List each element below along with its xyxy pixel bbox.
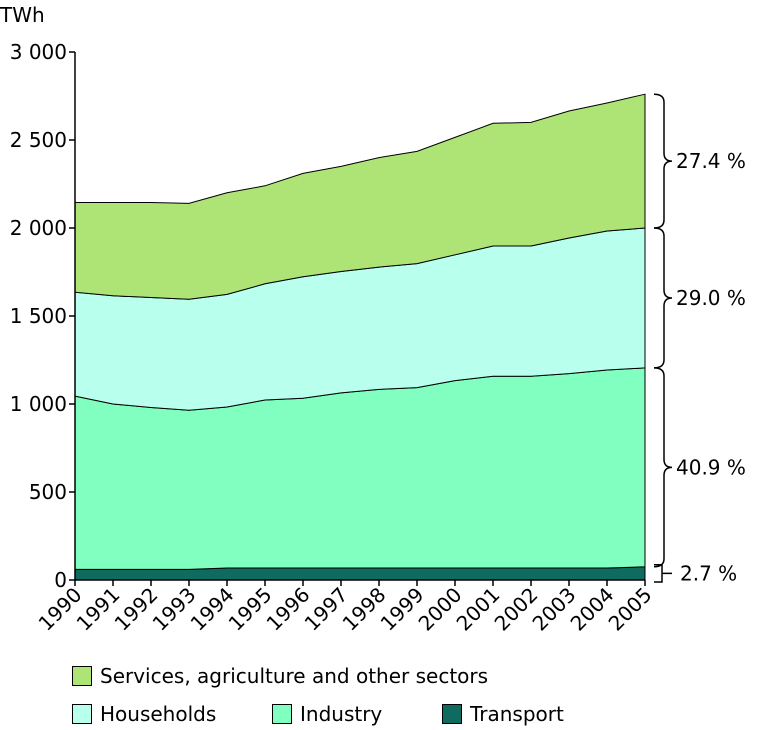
y-tick-label: 2 000 [10,216,67,240]
x-tick-label: 2003 [528,583,581,636]
share-brace [653,227,673,369]
x-tick-label: 2000 [414,583,467,636]
share-label: 29.0 % [676,286,746,310]
legend-label-industry: Industry [300,702,383,726]
share-brace [654,564,672,583]
y-tick-label: 0 [54,568,67,592]
area-series-3 [74,93,646,300]
legend-label-services: Services, agriculture and other sectors [100,664,489,688]
stacked-areas [74,93,646,581]
legend-swatch-industry [272,704,292,724]
legend-item-industry: Industry [272,702,382,726]
y-tick-label: 500 [29,480,67,504]
legend-label-transport: Transport [470,702,564,726]
y-tick-label: 1 000 [10,392,67,416]
x-tick-label: 2002 [490,583,543,636]
x-tick-label: 2004 [566,583,619,636]
legend: Services, agriculture and other sectors … [72,660,762,730]
x-tick-label: 1996 [262,583,315,636]
share-label: 40.9 % [676,455,746,479]
y-ticks: 0 500 1 000 1 500 2 000 2 500 3 000 [10,40,75,592]
legend-swatch-services [72,666,92,686]
share-brace [653,367,673,568]
share-brace [653,93,673,229]
share-annotations: 27.4 % 29.0 % 40.9 % 2.7 % [653,93,746,585]
x-ticks: 1990199119921993199419951996199719981999… [34,580,657,636]
y-tick-label: 3 000 [10,40,67,64]
share-label: 27.4 % [676,149,746,173]
y-tick-label: 1 500 [10,304,67,328]
y-axis-label: TWh [0,3,45,27]
share-label: 2.7 % [680,561,737,585]
legend-item-households: Households [72,702,216,726]
x-tick-label: 1995 [224,583,277,636]
x-tick-label: 1994 [186,583,239,636]
x-tick-label: 1991 [72,583,125,636]
x-tick-label: 2001 [452,583,505,636]
legend-swatch-households [72,704,92,724]
x-tick-label: 2005 [604,583,657,636]
legend-swatch-transport [442,704,462,724]
x-tick-label: 1997 [300,583,353,636]
legend-label-households: Households [100,702,217,726]
x-tick-label: 1999 [376,583,429,636]
y-tick-label: 2 500 [10,128,67,152]
legend-item-transport: Transport [442,702,564,726]
x-tick-label: 1992 [110,583,163,636]
legend-item-services: Services, agriculture and other sectors [72,664,488,688]
x-tick-label: 1998 [338,583,391,636]
x-tick-label: 1993 [148,583,201,636]
